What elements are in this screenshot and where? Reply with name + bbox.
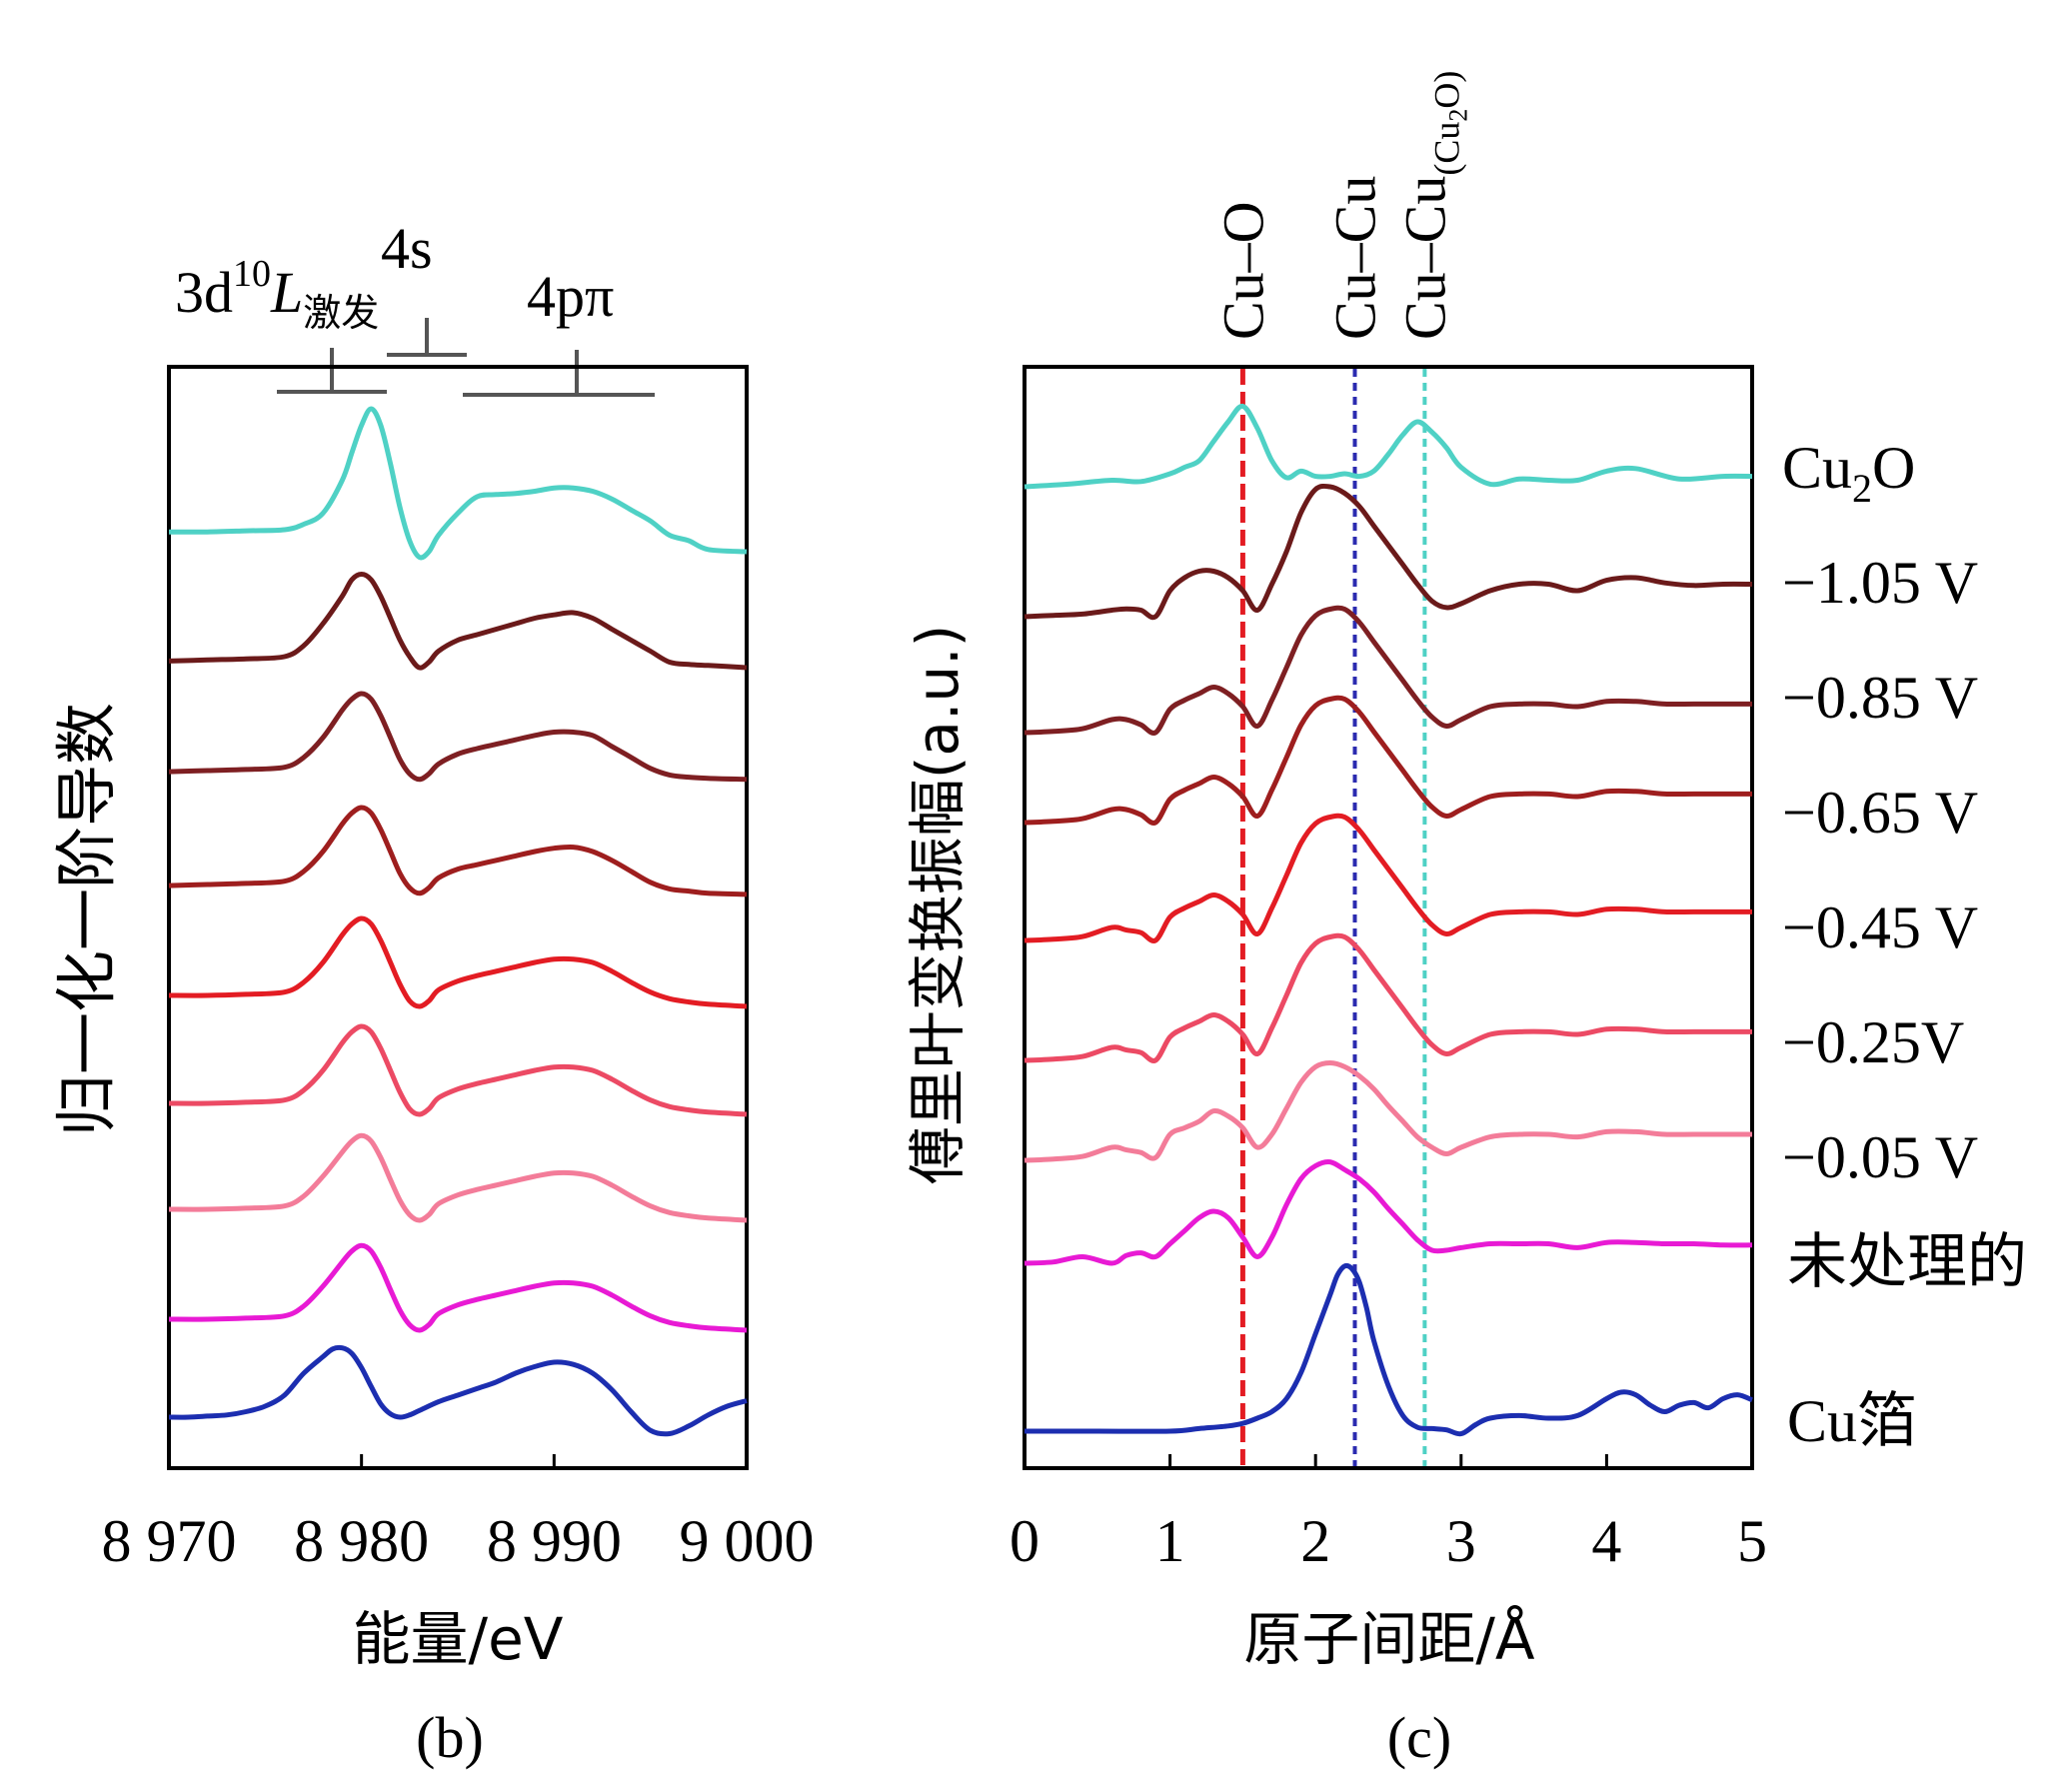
annotation-edge-sup: 10 <box>233 253 271 295</box>
ft-line-minus-0-65-v <box>1024 695 1752 826</box>
xanes-derivative-line-trace-9 <box>168 1344 748 1437</box>
panel-c-legend: Cu2O −1.05 V −0.85 V −0.65 V −0.45 V −0.… <box>1782 435 2027 1454</box>
annotation-edge-L: L <box>270 260 303 325</box>
reference-label-cu-o: Cu–O <box>1210 201 1275 340</box>
reference-label-cu-cu-cu2o: Cu–Cu(Cu2O) <box>1392 71 1472 340</box>
x-tick-label: 9 000 <box>680 1508 815 1574</box>
xanes-derivative-line-trace-4 <box>168 805 748 897</box>
legend-label-cu2o-base: Cu <box>1782 435 1852 501</box>
annotation-4p-label: 4pπ <box>527 264 614 329</box>
panel-c-x-ticks: 0 1 2 3 4 5 <box>1010 1454 1767 1574</box>
xanes-derivative-line-trace-8 <box>168 1242 748 1333</box>
panel-c-reference-labels: Cu–O Cu–Cu Cu–Cu(Cu2O) <box>1210 71 1472 340</box>
panel-b-annotations: 3d10L激发 4s 4pπ <box>175 216 655 397</box>
ft-line-minus-0-45-v <box>1024 813 1752 943</box>
annotation-edge-label: 3d10L激发 <box>175 253 379 335</box>
legend-label-untreated: 未处理的 <box>1787 1227 2027 1297</box>
panel-b: 3d10L激发 4s 4pπ 8 970 8 980 8 990 9 000 能量/e… <box>50 216 815 1770</box>
ft-line-minus-1-05-v <box>1024 483 1753 621</box>
legend-label-minus-0-65v: −0.65 V <box>1782 780 1978 846</box>
annotation-4s-label: 4s <box>381 216 433 281</box>
panel-b-frame <box>167 365 749 1470</box>
reference-label-cu-cu-cu2o-sub-sub: 2 <box>1443 109 1472 122</box>
x-tick-label: 2 <box>1300 1508 1330 1574</box>
x-tick-label: 4 <box>1591 1508 1621 1574</box>
panel-b-x-axis-label: 能量/eV <box>353 1605 564 1673</box>
ft-line-cu <box>1025 1262 1753 1437</box>
xanes-derivative-line-trace-1 <box>168 406 748 561</box>
ft-line-cu2o <box>1024 403 1753 490</box>
legend-label-cu-foil: Cu箔 <box>1787 1388 1917 1454</box>
panel-c-y-axis-label: 傅里叶变换振幅(a.u.) <box>904 625 972 1184</box>
x-tick-label: 8 980 <box>294 1508 429 1574</box>
reference-label-cu-cu-cu2o-main: Cu–Cu <box>1392 176 1457 340</box>
legend-label-cu2o: Cu2O <box>1782 435 1915 511</box>
xanes-derivative-line-trace-3 <box>168 691 748 783</box>
annotation-4p-marker <box>463 350 655 397</box>
panel-c-frame <box>1023 365 1754 1470</box>
x-tick-label: 8 990 <box>487 1508 622 1574</box>
panel-c-series <box>1024 403 1753 1437</box>
panel-c-x-axis-label: 原子间距/Å <box>1243 1604 1535 1673</box>
x-tick-label: 0 <box>1010 1508 1039 1574</box>
ft-line-minus-0-25v <box>1024 932 1752 1063</box>
xanes-derivative-line-trace-7 <box>168 1132 748 1223</box>
panel-b-y-axis-label: 归一化一阶导数 <box>50 703 123 1136</box>
x-tick-label: 5 <box>1737 1508 1767 1574</box>
legend-label-minus-0-85v: −0.85 V <box>1782 665 1978 731</box>
annotation-edge-main: 3d <box>175 260 233 325</box>
x-tick-label: 8 970 <box>102 1508 237 1574</box>
ft-line-minus-0-85-v <box>1024 605 1752 736</box>
xanes-derivative-line-trace-6 <box>168 1023 748 1117</box>
reference-label-cu-cu-cu2o-sub-base: (Cu <box>1426 122 1466 176</box>
panel-c-label: (c) <box>1387 1705 1451 1770</box>
annotation-4s-marker <box>387 318 467 357</box>
reference-label-cu-cu: Cu–Cu <box>1323 176 1388 340</box>
legend-label-minus-1-05v: −1.05 V <box>1782 550 1978 616</box>
reference-label-cu-cu-cu2o-sub-end: O) <box>1426 71 1466 109</box>
x-tick-label: 3 <box>1446 1508 1476 1574</box>
panel-b-x-ticks: 8 970 8 980 8 990 9 000 <box>102 1454 815 1574</box>
x-tick-label: 1 <box>1155 1508 1185 1574</box>
panel-b-label: (b) <box>416 1705 484 1770</box>
legend-label-cu2o-end: O <box>1872 435 1915 501</box>
xanes-derivative-line-trace-5 <box>168 915 748 1009</box>
xanes-derivative-line-trace-2 <box>168 572 748 671</box>
ft-line- <box>1024 1158 1753 1266</box>
panel-b-series <box>168 406 748 1437</box>
ft-line-minus-0-05-v <box>1024 1060 1752 1163</box>
legend-label-minus-0-05v: −0.05 V <box>1782 1124 1978 1190</box>
legend-label-minus-0-25v: −0.25V <box>1782 1009 1964 1075</box>
annotation-edge-marker <box>277 348 387 394</box>
annotation-edge-sub: 激发 <box>303 291 379 335</box>
legend-label-cu2o-sub: 2 <box>1852 466 1872 511</box>
legend-label-minus-0-45v: −0.45 V <box>1782 894 1978 960</box>
